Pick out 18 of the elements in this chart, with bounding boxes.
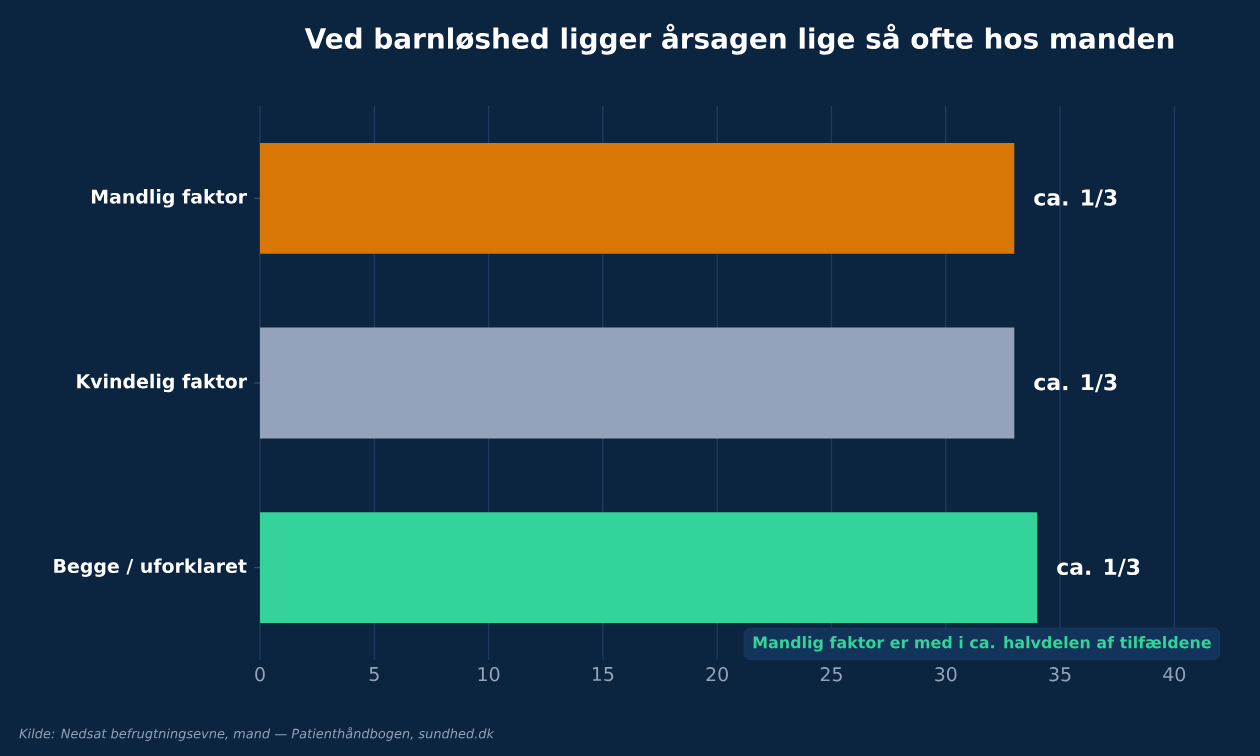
- text: Kilde: Nedsat befrugtningsevne, mand — Patienthåndbogen, sundhed.dk: [19, 726, 495, 741]
- y-tick-label: Kvindelig faktor: [77, 373, 247, 393]
- x-tick-label: 25: [820, 667, 842, 682]
- x-tick-label: 0: [255, 667, 265, 682]
- x-tick-label: 5: [369, 667, 379, 682]
- chart-title: Ved barnløshed ligger årsagen lige så ofte hos manden: [304, 23, 1174, 55]
- annotation: Mandlig faktor er med i ca. halvdelen af tilfældene: [753, 636, 1211, 652]
- data-label: ca. 1/3: [1034, 373, 1117, 393]
- data-label: ca. 1/3: [1034, 189, 1117, 208]
- y-tick-label: Mandlig faktor: [91, 189, 247, 208]
- y-tick-label: Begge / uforklaret: [54, 558, 247, 577]
- x-tick-label: 15: [592, 667, 614, 682]
- x-tick-label: 40: [1163, 667, 1186, 682]
- data-label: ca. 1/3: [1057, 558, 1140, 577]
- x-tick-label: 10: [478, 667, 500, 682]
- x-tick-label: 35: [1049, 667, 1071, 682]
- x-tick-label: 20: [706, 667, 728, 682]
- x-tick-label: 30: [935, 667, 957, 682]
